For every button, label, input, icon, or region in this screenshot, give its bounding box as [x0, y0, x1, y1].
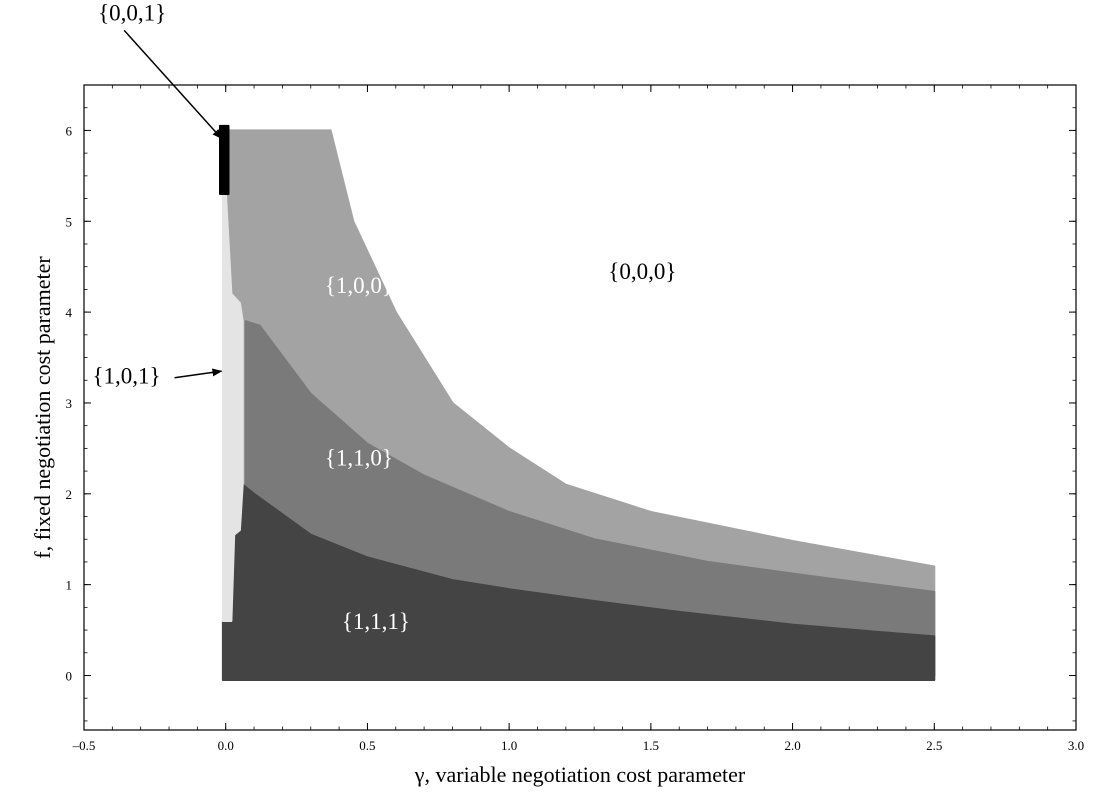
labels-layer: {1,0,0} {1,1,0} {1,1,1} {1,0,1} {0,0,1} {0,0,…	[92, 0, 676, 634]
x-tick-label: 3.0	[1068, 738, 1084, 753]
region-label-1-1-0: {1,1,0}	[325, 445, 393, 470]
ticks-layer: –0.5 0.0 0.5 1.0 1.5 2.0 2.5 3.0 0 1 2 3 4 5 6	[66, 84, 1084, 753]
x-tick-label: 1.0	[501, 738, 517, 753]
y-tick-label: 3	[66, 396, 73, 411]
region-label-0-0-0: {0,0,0}	[608, 259, 676, 284]
plot-frame	[83, 84, 1077, 731]
region-label-0-0-1: {0,0,1}	[98, 0, 166, 25]
callout-arrow-1-0-1	[174, 368, 223, 379]
y-tick-label: 1	[66, 578, 73, 593]
x-tick-label: 0.5	[359, 738, 375, 753]
x-tick-label: 2.5	[926, 738, 942, 753]
x-tick-label: 2.0	[784, 738, 800, 753]
x-axis-title: γ, variable negotiation cost parameter	[414, 762, 746, 787]
y-tick-label: 2	[66, 487, 73, 502]
region-1-0-1	[221, 188, 244, 622]
x-tick-label: 1.5	[643, 738, 659, 753]
y-tick-label: 0	[66, 668, 73, 683]
arrows-layer	[123, 29, 223, 379]
y-tick-label: 6	[66, 123, 73, 138]
y-tick-label: 5	[66, 214, 73, 229]
x-tick-label: –0.5	[72, 738, 96, 753]
callout-arrow-0-0-1	[123, 29, 223, 140]
region-label-1-0-1: {1,0,1}	[92, 364, 160, 389]
x-tick-label: 0.0	[218, 738, 234, 753]
y-axis-title: f, fixed negotiation cost parameter	[30, 256, 55, 559]
y-tick-label: 4	[66, 305, 73, 320]
regions-layer	[219, 124, 936, 681]
region-label-1-1-1: {1,1,1}	[342, 609, 410, 634]
region-0-0-1	[219, 124, 230, 195]
region-label-1-0-0: {1,0,0}	[325, 273, 393, 298]
